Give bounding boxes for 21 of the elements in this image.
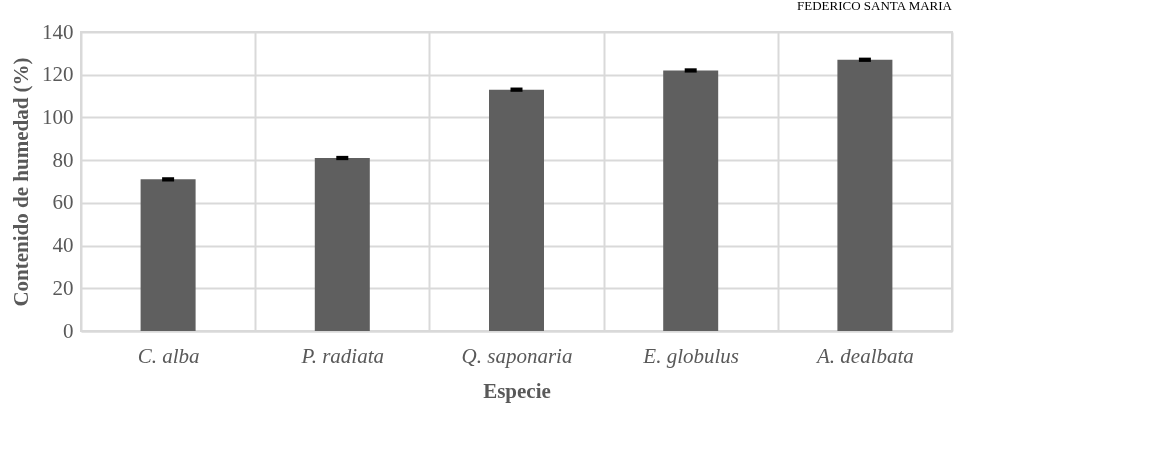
- bar: [314, 158, 370, 331]
- y-tick-label: 140: [42, 19, 74, 44]
- x-tick-label: C. alba: [137, 343, 200, 368]
- y-tick-label: 100: [42, 104, 74, 129]
- x-tick-label: P. radiata: [300, 343, 385, 368]
- bar: [837, 59, 893, 331]
- y-tick-label: 80: [52, 147, 74, 172]
- text: FEDERICO SANTA MARIA: [797, 0, 953, 13]
- x-tick-label: E. globulus: [642, 343, 740, 368]
- y-tick-label: 60: [52, 190, 74, 215]
- bar: [663, 70, 719, 331]
- y-tick-label: 40: [52, 233, 74, 258]
- y-tick-label: 0: [63, 318, 74, 343]
- y-axis-title: Contenido de humedad (%): [9, 57, 33, 307]
- bar: [140, 179, 196, 331]
- y-tick-label: 120: [42, 62, 74, 87]
- x-tick-label: Q. saponaria: [461, 343, 573, 368]
- x-tick-label: A. dealbata: [814, 343, 914, 368]
- bar: [489, 89, 544, 331]
- y-tick-label: 20: [52, 275, 74, 300]
- x-axis-title: Especie: [483, 378, 551, 403]
